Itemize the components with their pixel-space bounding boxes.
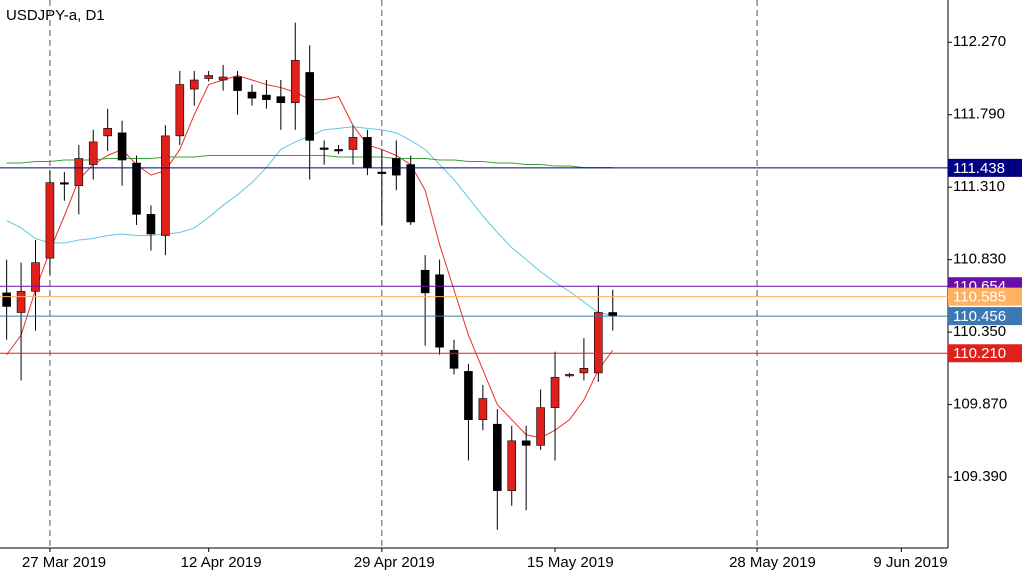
price-label-box [948, 344, 1022, 363]
y-tick-label: 110.350 [953, 323, 1006, 340]
price-label: 110.585 [953, 289, 1006, 306]
candle-body [31, 262, 40, 292]
x-tick-label: 28 May 2019 [729, 554, 816, 571]
candle-body [88, 141, 98, 165]
candle-body [406, 164, 416, 223]
price-label-box [948, 158, 1022, 177]
candle-body [608, 312, 618, 317]
price-label-box [948, 307, 1022, 326]
candle-body [594, 312, 603, 374]
y-tick-label: 112.270 [953, 33, 1006, 50]
candle-body [189, 79, 199, 90]
candle-body [175, 84, 185, 137]
candle-body [16, 291, 26, 313]
price-label-box [948, 287, 1022, 306]
candle-body [550, 377, 560, 408]
x-tick-label: 29 Apr 2019 [354, 554, 435, 571]
candle-body [305, 72, 314, 141]
x-tick-label: 12 Apr 2019 [181, 554, 262, 571]
candle-body [507, 440, 517, 491]
candle-body [290, 60, 300, 103]
candle-body [391, 158, 401, 176]
x-tick-label: 15 May 2019 [527, 554, 614, 571]
candle-body [262, 94, 271, 100]
candle-body [276, 96, 286, 103]
candle-body [247, 91, 257, 99]
candle-body [117, 132, 127, 161]
candle-body [420, 269, 430, 294]
candle-body [161, 135, 170, 236]
price-label: 110.210 [953, 345, 1006, 362]
candle-body [60, 182, 69, 185]
price-label: 111.438 [953, 160, 1005, 177]
candle-body [334, 149, 343, 152]
candle-body [521, 440, 531, 446]
candle-body [478, 398, 488, 420]
candle-body [565, 374, 574, 377]
candle-body [363, 137, 372, 168]
x-tick-label: 27 Mar 2019 [22, 554, 106, 571]
price-label: 110.456 [953, 308, 1006, 325]
candle-body [218, 76, 228, 81]
candle-body [45, 182, 55, 259]
candle-body [493, 423, 502, 491]
candle-body [233, 76, 242, 91]
candle-body [579, 368, 589, 374]
candle-body [348, 137, 358, 150]
candle-body [103, 128, 112, 137]
candle-body [132, 162, 141, 215]
candle-body [377, 171, 387, 174]
candle-body [146, 214, 156, 235]
candle-body [319, 147, 329, 150]
candle-body [464, 371, 473, 420]
candle-body [204, 75, 213, 79]
candle-body [435, 274, 444, 348]
x-tick-label: 9 Jun 2019 [873, 554, 947, 571]
y-tick-label: 109.870 [953, 396, 1007, 413]
y-tick-label: 111.790 [953, 106, 1005, 123]
candle-body [2, 292, 11, 307]
y-tick-label: 110.830 [953, 251, 1006, 268]
candle-body [536, 407, 545, 446]
candle-body [449, 349, 459, 369]
y-tick-label: 109.390 [953, 468, 1007, 485]
candle-body [74, 158, 84, 186]
chart-title: USDJPY-a, D1 [6, 7, 105, 24]
y-tick-label: 111.310 [953, 178, 1005, 195]
